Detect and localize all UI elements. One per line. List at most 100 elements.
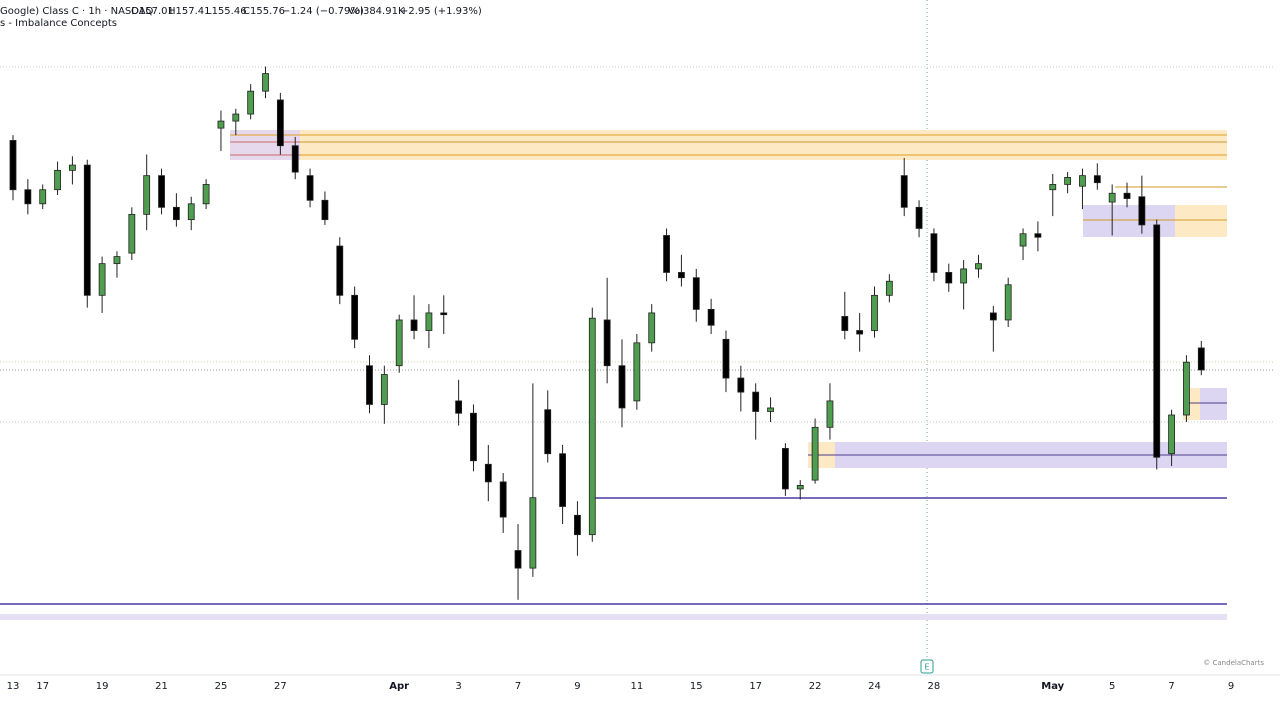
candle-body xyxy=(945,272,953,284)
header-title: Google) Class C · 1h · NASDAQ xyxy=(0,6,153,17)
candle-body xyxy=(514,550,522,569)
candle-body xyxy=(737,377,745,393)
candle-body xyxy=(1079,175,1086,187)
candle-body xyxy=(1019,233,1027,247)
candle-body xyxy=(9,140,17,191)
x-tick-label: 13 xyxy=(7,681,20,692)
candle-body xyxy=(83,164,91,296)
candle-body xyxy=(559,453,566,507)
candle-body xyxy=(1034,233,1042,238)
candle-body xyxy=(98,263,106,296)
earnings-label[interactable]: E xyxy=(924,663,929,672)
candle-body xyxy=(232,113,240,122)
x-tick-label: 5 xyxy=(1109,681,1115,692)
x-tick-label: 25 xyxy=(215,681,228,692)
candle-body xyxy=(366,365,373,405)
header-change: −1.24 (−0.79%) xyxy=(282,6,364,17)
candle-body xyxy=(1183,361,1190,416)
candle-body xyxy=(692,277,700,310)
candle-body xyxy=(39,189,47,205)
candle-body xyxy=(410,319,418,331)
zone xyxy=(1200,388,1227,420)
candle-body xyxy=(306,175,314,201)
candle-body xyxy=(915,206,923,229)
earnings-badge[interactable] xyxy=(920,659,934,674)
candle-body xyxy=(678,272,685,279)
x-axis: 13 17 19 21 25 27 Apr 3 7 9 11 15 17 22 24 28 May 5 7 9 xyxy=(7,681,1235,692)
candle-body xyxy=(351,294,359,340)
candle-body xyxy=(781,448,789,490)
x-tick-label: 24 xyxy=(868,681,881,692)
candle-body xyxy=(143,175,151,215)
header-open: O157.01 xyxy=(131,6,174,17)
candle-body xyxy=(1153,224,1161,458)
candle-body xyxy=(187,203,195,221)
x-tick-label: 19 xyxy=(96,681,109,692)
candle-body xyxy=(707,309,715,326)
candle-body xyxy=(262,73,269,92)
candle-body xyxy=(529,497,537,569)
watermark: © CandelaCharts xyxy=(1203,659,1264,667)
candle-body xyxy=(1064,177,1072,185)
candle-body xyxy=(989,312,997,321)
candle-body xyxy=(752,391,760,412)
candle-body xyxy=(633,342,641,402)
x-tick-label: 7 xyxy=(1168,681,1174,692)
candle-body xyxy=(336,245,344,296)
candle-body xyxy=(663,235,670,273)
x-tick-label: 17 xyxy=(36,681,49,692)
candle-body xyxy=(499,481,507,518)
candle-body xyxy=(217,120,225,129)
x-tick-label: 7 xyxy=(515,681,521,692)
candle-body xyxy=(321,199,329,221)
candle-body xyxy=(871,294,878,331)
candle-body xyxy=(484,463,492,483)
x-tick-label: 21 xyxy=(155,681,168,692)
candle-body xyxy=(544,409,552,455)
candle-body xyxy=(1168,414,1175,455)
candle-body xyxy=(395,319,403,367)
x-tick-label: May xyxy=(1041,681,1064,692)
candle-body xyxy=(276,99,284,147)
x-tick-label: 15 xyxy=(690,681,703,692)
candle-body xyxy=(975,263,982,270)
candle-body xyxy=(618,365,626,409)
candle-body xyxy=(1108,192,1116,203)
header-close: C155.76 xyxy=(243,6,285,17)
candle-body xyxy=(128,213,136,254)
candle-body xyxy=(69,164,76,171)
x-tick-label: 9 xyxy=(1228,681,1234,692)
candle-body xyxy=(247,90,255,115)
x-tick-label: 22 xyxy=(809,681,822,692)
header-volume: Vol384.91K xyxy=(348,6,405,17)
candle-body xyxy=(172,206,180,221)
candles xyxy=(9,66,1205,600)
candle-body xyxy=(440,312,448,316)
candle-body xyxy=(158,175,165,208)
candle-body xyxy=(1123,192,1131,199)
x-tick-label: 28 xyxy=(928,681,941,692)
candle-body xyxy=(722,338,730,379)
candle-body xyxy=(930,233,938,273)
x-tick-label: Apr xyxy=(389,681,409,692)
zone xyxy=(1175,205,1227,237)
header-volume-change: +2.95 (+1.93%) xyxy=(400,6,482,17)
candle-body xyxy=(455,400,463,414)
header-high: H157.41 xyxy=(168,6,211,17)
zone xyxy=(1083,205,1175,237)
x-tick-label: 3 xyxy=(455,681,461,692)
candle-body xyxy=(826,400,834,428)
candle-body xyxy=(24,189,32,205)
candle-body xyxy=(291,145,299,173)
x-tick-label: 11 xyxy=(630,681,643,692)
candle-body xyxy=(603,319,611,367)
candle-body xyxy=(574,514,581,536)
candle-body xyxy=(202,184,210,205)
header-low: L155.46 xyxy=(206,6,247,17)
candle-body xyxy=(425,312,433,331)
candle-body xyxy=(1093,175,1101,184)
candle-body xyxy=(856,330,864,335)
x-tick-label: 9 xyxy=(574,681,580,692)
candle-body xyxy=(1138,196,1146,226)
